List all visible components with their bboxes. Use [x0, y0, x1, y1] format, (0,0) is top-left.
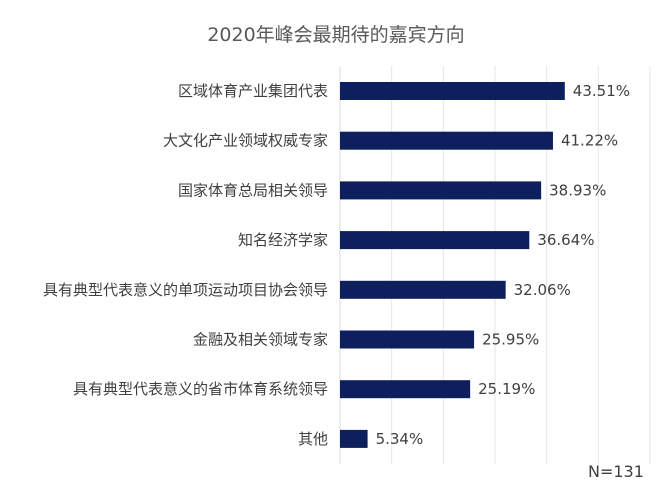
bar: [340, 231, 530, 250]
grid-layer: [339, 66, 651, 464]
bar: [340, 280, 506, 299]
value-label: 32.06%: [514, 281, 571, 299]
category-label: 具有典型代表意义的单项运动项目协会领导: [43, 281, 328, 299]
category-label: 知名经济学家: [238, 231, 328, 249]
value-label: 36.64%: [537, 231, 594, 249]
bar-layer: [340, 82, 565, 448]
bar: [340, 131, 553, 150]
category-label: 大文化产业领域权威专家: [163, 132, 328, 150]
value-label: 25.19%: [478, 380, 535, 398]
category-label: 国家体育总局相关领导: [178, 181, 328, 199]
bar: [340, 181, 542, 200]
category-label: 具有典型代表意义的省市体育系统领导: [73, 380, 328, 398]
sample-size-note: N=131: [588, 462, 644, 481]
value-label: 43.51%: [573, 82, 630, 100]
category-label: 金融及相关领域专家: [193, 331, 328, 349]
bar: [340, 330, 475, 349]
value-label: 41.22%: [561, 132, 618, 150]
category-label-layer: 区域体育产业集团代表大文化产业领域权威专家国家体育总局相关领导知名经济学家具有典…: [43, 82, 328, 448]
value-label-layer: 43.51% 41.22% 38.93% 36.64% 32.06% 25.95% 25.1…: [376, 82, 630, 448]
value-label: 5.34%: [376, 430, 424, 448]
category-label: 区域体育产业集团代表: [178, 82, 328, 100]
category-label: 其他: [298, 430, 328, 448]
value-label: 25.95%: [482, 331, 539, 349]
bar: [340, 380, 471, 399]
bar: [340, 82, 565, 100]
chart-title: 2020年峰会最期待的嘉宾方向: [207, 24, 465, 46]
value-label: 38.93%: [549, 181, 606, 199]
bar: [340, 429, 368, 448]
